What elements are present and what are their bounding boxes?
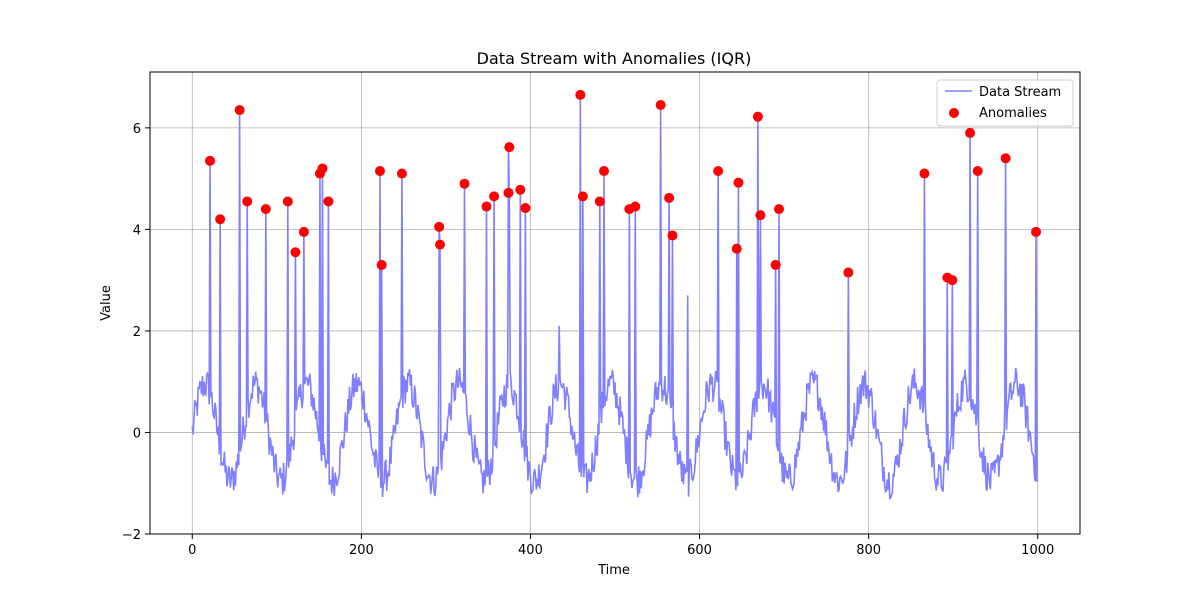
legend-label-anomalies: Anomalies — [979, 106, 1047, 121]
anomaly-point — [376, 259, 387, 270]
anomaly-point — [242, 196, 253, 207]
legend-label-data-stream: Data Stream — [979, 85, 1061, 100]
anomaly-point — [215, 214, 226, 225]
axes-frame — [149, 71, 1081, 535]
anomaly-point — [655, 100, 666, 110]
anomaly-point — [515, 184, 526, 195]
y-ticks: −2 0 2 4 6 — [122, 122, 150, 543]
anomaly-point — [599, 166, 610, 176]
anomaly-point — [843, 267, 854, 278]
y-tick-label: 2 — [133, 325, 141, 340]
anomaly-point — [919, 168, 930, 179]
anomaly-point — [575, 89, 586, 100]
x-tick-label: 600 — [687, 543, 712, 558]
x-tick-label: 200 — [349, 543, 374, 558]
chart-title: Data Stream with Anomalies (IQR) — [477, 49, 752, 68]
anomaly-point — [504, 142, 515, 153]
legend: Data Stream Anomalies — [936, 79, 1074, 127]
anomaly-point — [298, 226, 309, 237]
anomaly-point — [205, 155, 216, 166]
anomaly-point — [434, 221, 445, 232]
legend-dot-swatch — [949, 108, 959, 118]
anomaly-point — [755, 210, 766, 221]
anomaly-point — [282, 196, 293, 207]
y-tick-label: 4 — [133, 223, 141, 238]
y-tick-label: 0 — [133, 426, 141, 441]
anomaly-point — [713, 166, 724, 176]
anomaly-point — [481, 201, 492, 212]
anomaly-point — [972, 166, 983, 176]
anomaly-point — [503, 187, 514, 198]
anomaly-point — [290, 247, 301, 258]
anomaly-point — [752, 111, 763, 122]
x-tick-label: 400 — [518, 543, 543, 558]
y-tick-label: −2 — [122, 528, 141, 543]
y-axis-label: Value — [99, 285, 114, 321]
anomaly-point — [323, 196, 334, 207]
x-tick-label: 0 — [188, 543, 196, 558]
anomaly-point — [733, 177, 744, 188]
anomaly-point — [630, 201, 641, 212]
anomaly-point — [577, 191, 588, 202]
anomaly-point — [731, 243, 742, 254]
anomaly-point — [234, 105, 245, 116]
x-ticks: 0 200 400 600 800 1000 — [188, 534, 1054, 558]
y-tick-label: 6 — [133, 122, 141, 137]
anomaly-point — [1031, 226, 1042, 237]
anomaly-point — [434, 239, 445, 250]
anomaly-point — [520, 203, 531, 214]
x-axis-label: Time — [597, 563, 630, 578]
anomaly-point — [667, 230, 678, 241]
anomaly-point — [774, 204, 785, 215]
anomaly-point — [317, 163, 328, 174]
anomaly-point — [947, 275, 958, 286]
data-stream-line — [191, 94, 1038, 501]
plot-area — [191, 89, 1042, 501]
anomaly-point — [594, 196, 605, 207]
anomaly-point — [664, 192, 675, 203]
anomaly-point — [260, 204, 271, 215]
anomaly-point — [1000, 153, 1011, 164]
x-tick-label: 800 — [856, 543, 881, 558]
anomaly-point — [489, 191, 500, 202]
anomaly-point — [374, 166, 385, 176]
anomaly-point — [396, 168, 407, 179]
anomaly-point — [770, 259, 781, 270]
anomaly-point — [459, 178, 470, 189]
anomaly-points — [205, 89, 1042, 286]
anomaly-point — [965, 127, 976, 138]
x-tick-label: 1000 — [1021, 543, 1054, 558]
